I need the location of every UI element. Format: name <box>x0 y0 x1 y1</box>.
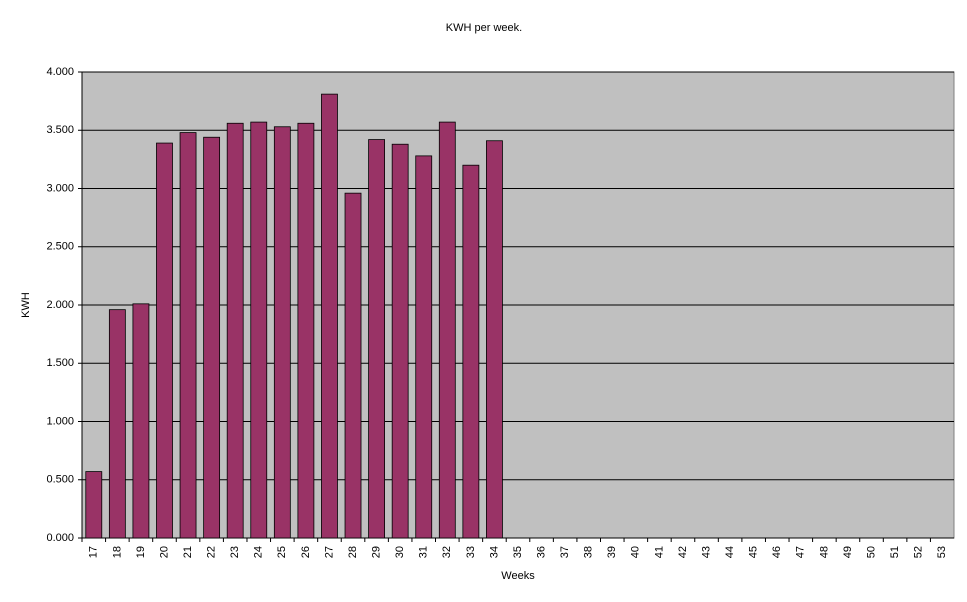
y-tick-label: 0.500 <box>46 474 74 486</box>
x-tick-label: 45 <box>748 546 760 558</box>
x-tick-label: 27 <box>323 546 335 558</box>
y-tick-label: 2.000 <box>46 299 74 311</box>
bar <box>415 155 433 539</box>
bar <box>462 164 480 539</box>
x-tick-label: 19 <box>135 546 147 558</box>
x-tick-label: 36 <box>535 546 547 558</box>
x-axis-label: Weeks <box>501 570 535 582</box>
x-tick-label: 39 <box>606 546 618 558</box>
x-tick-label: 52 <box>913 546 925 558</box>
x-tick-label: 34 <box>488 546 500 558</box>
x-tick-label: 33 <box>465 546 477 558</box>
bar <box>132 303 150 539</box>
bar <box>321 93 338 539</box>
bar <box>438 121 456 539</box>
x-tick-label: 51 <box>889 546 901 558</box>
bar <box>297 122 315 539</box>
y-tick-label: 0.000 <box>46 532 74 544</box>
y-tick-label: 1.000 <box>46 415 74 427</box>
bar <box>486 140 503 539</box>
bar <box>226 122 244 539</box>
x-tick-label: 21 <box>182 546 194 558</box>
x-tick-label: 53 <box>936 546 948 558</box>
chart-title: KWH per week. <box>446 22 522 34</box>
x-tick-label: 38 <box>583 546 595 558</box>
bar <box>391 143 409 539</box>
bar <box>85 471 103 539</box>
x-tick-label: 44 <box>724 546 736 558</box>
x-tick-label: 46 <box>771 546 783 558</box>
y-tick-label: 1.500 <box>46 357 74 369</box>
x-tick-label: 23 <box>229 546 241 558</box>
bar <box>203 136 221 539</box>
x-tick-label: 30 <box>394 546 406 558</box>
x-tick-label: 41 <box>653 546 665 558</box>
x-tick-label: 42 <box>677 546 689 558</box>
x-tick-label: 37 <box>559 546 571 558</box>
x-tick-label: 29 <box>371 546 383 558</box>
x-tick-label: 35 <box>512 546 524 558</box>
bar <box>179 132 197 539</box>
x-tick-label: 50 <box>865 546 877 558</box>
x-tick-label: 43 <box>700 546 712 558</box>
bar <box>344 192 362 539</box>
bar <box>156 142 173 539</box>
y-axis-label: KWH <box>20 292 32 318</box>
x-tick-label: 40 <box>630 546 642 558</box>
x-tick-label: 22 <box>206 546 218 558</box>
x-tick-label: 32 <box>441 546 453 558</box>
bar <box>108 309 126 539</box>
x-tick-label: 28 <box>347 546 359 558</box>
x-tick-label: 17 <box>88 546 100 558</box>
x-tick-label: 18 <box>111 546 123 558</box>
x-tick-label: 48 <box>818 546 830 558</box>
x-tick-label: 25 <box>276 546 288 558</box>
bar <box>368 139 385 539</box>
y-tick-label: 3.500 <box>46 124 74 136</box>
y-tick-label: 2.500 <box>46 241 74 253</box>
x-tick-label: 31 <box>418 546 430 558</box>
x-tick-label: 24 <box>253 546 265 558</box>
bar <box>273 126 291 539</box>
x-tick-label: 49 <box>842 546 854 558</box>
x-tick-label: 26 <box>300 546 312 558</box>
x-tick-label: 47 <box>795 546 807 558</box>
y-tick-label: 4.000 <box>46 66 74 78</box>
y-tick-label: 3.000 <box>46 182 74 194</box>
x-tick-label: 20 <box>158 546 170 558</box>
bar <box>250 121 268 539</box>
